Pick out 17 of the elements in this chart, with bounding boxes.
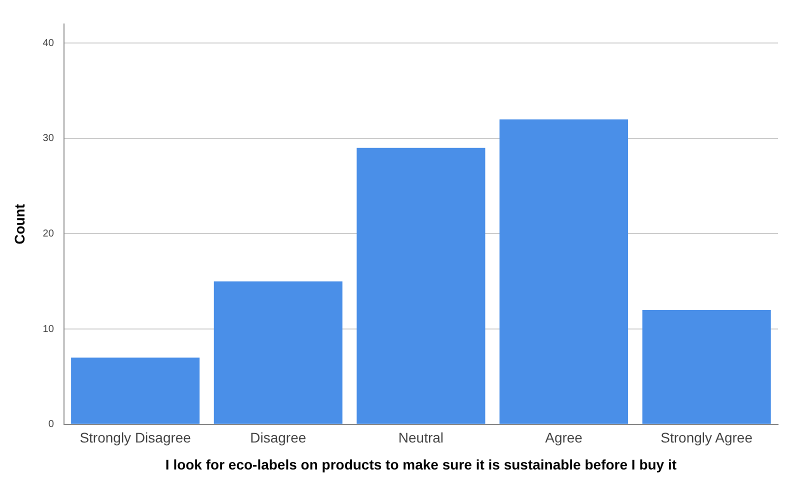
- bar: [71, 358, 200, 424]
- y-tick-label: 40: [42, 38, 54, 49]
- y-tick-label: 30: [42, 133, 54, 144]
- bar: [214, 281, 342, 424]
- y-tick-label: 20: [42, 228, 54, 240]
- y-tick-label: 0: [48, 419, 54, 430]
- y-axis-title: Count: [11, 204, 28, 244]
- x-tick-label: Strongly Agree: [660, 430, 753, 446]
- x-tick-label: Agree: [545, 430, 583, 446]
- x-tick-label: Disagree: [250, 430, 306, 446]
- x-tick-label: Strongly Disagree: [80, 430, 192, 446]
- y-tick-label: 10: [42, 324, 54, 335]
- bar: [500, 119, 628, 424]
- x-axis-title: I look for eco-labels on products to make sure it is sustainable before I buy it: [165, 456, 677, 472]
- x-tick-label: Neutral: [398, 430, 444, 446]
- bar: [642, 310, 771, 424]
- bar: [356, 148, 486, 424]
